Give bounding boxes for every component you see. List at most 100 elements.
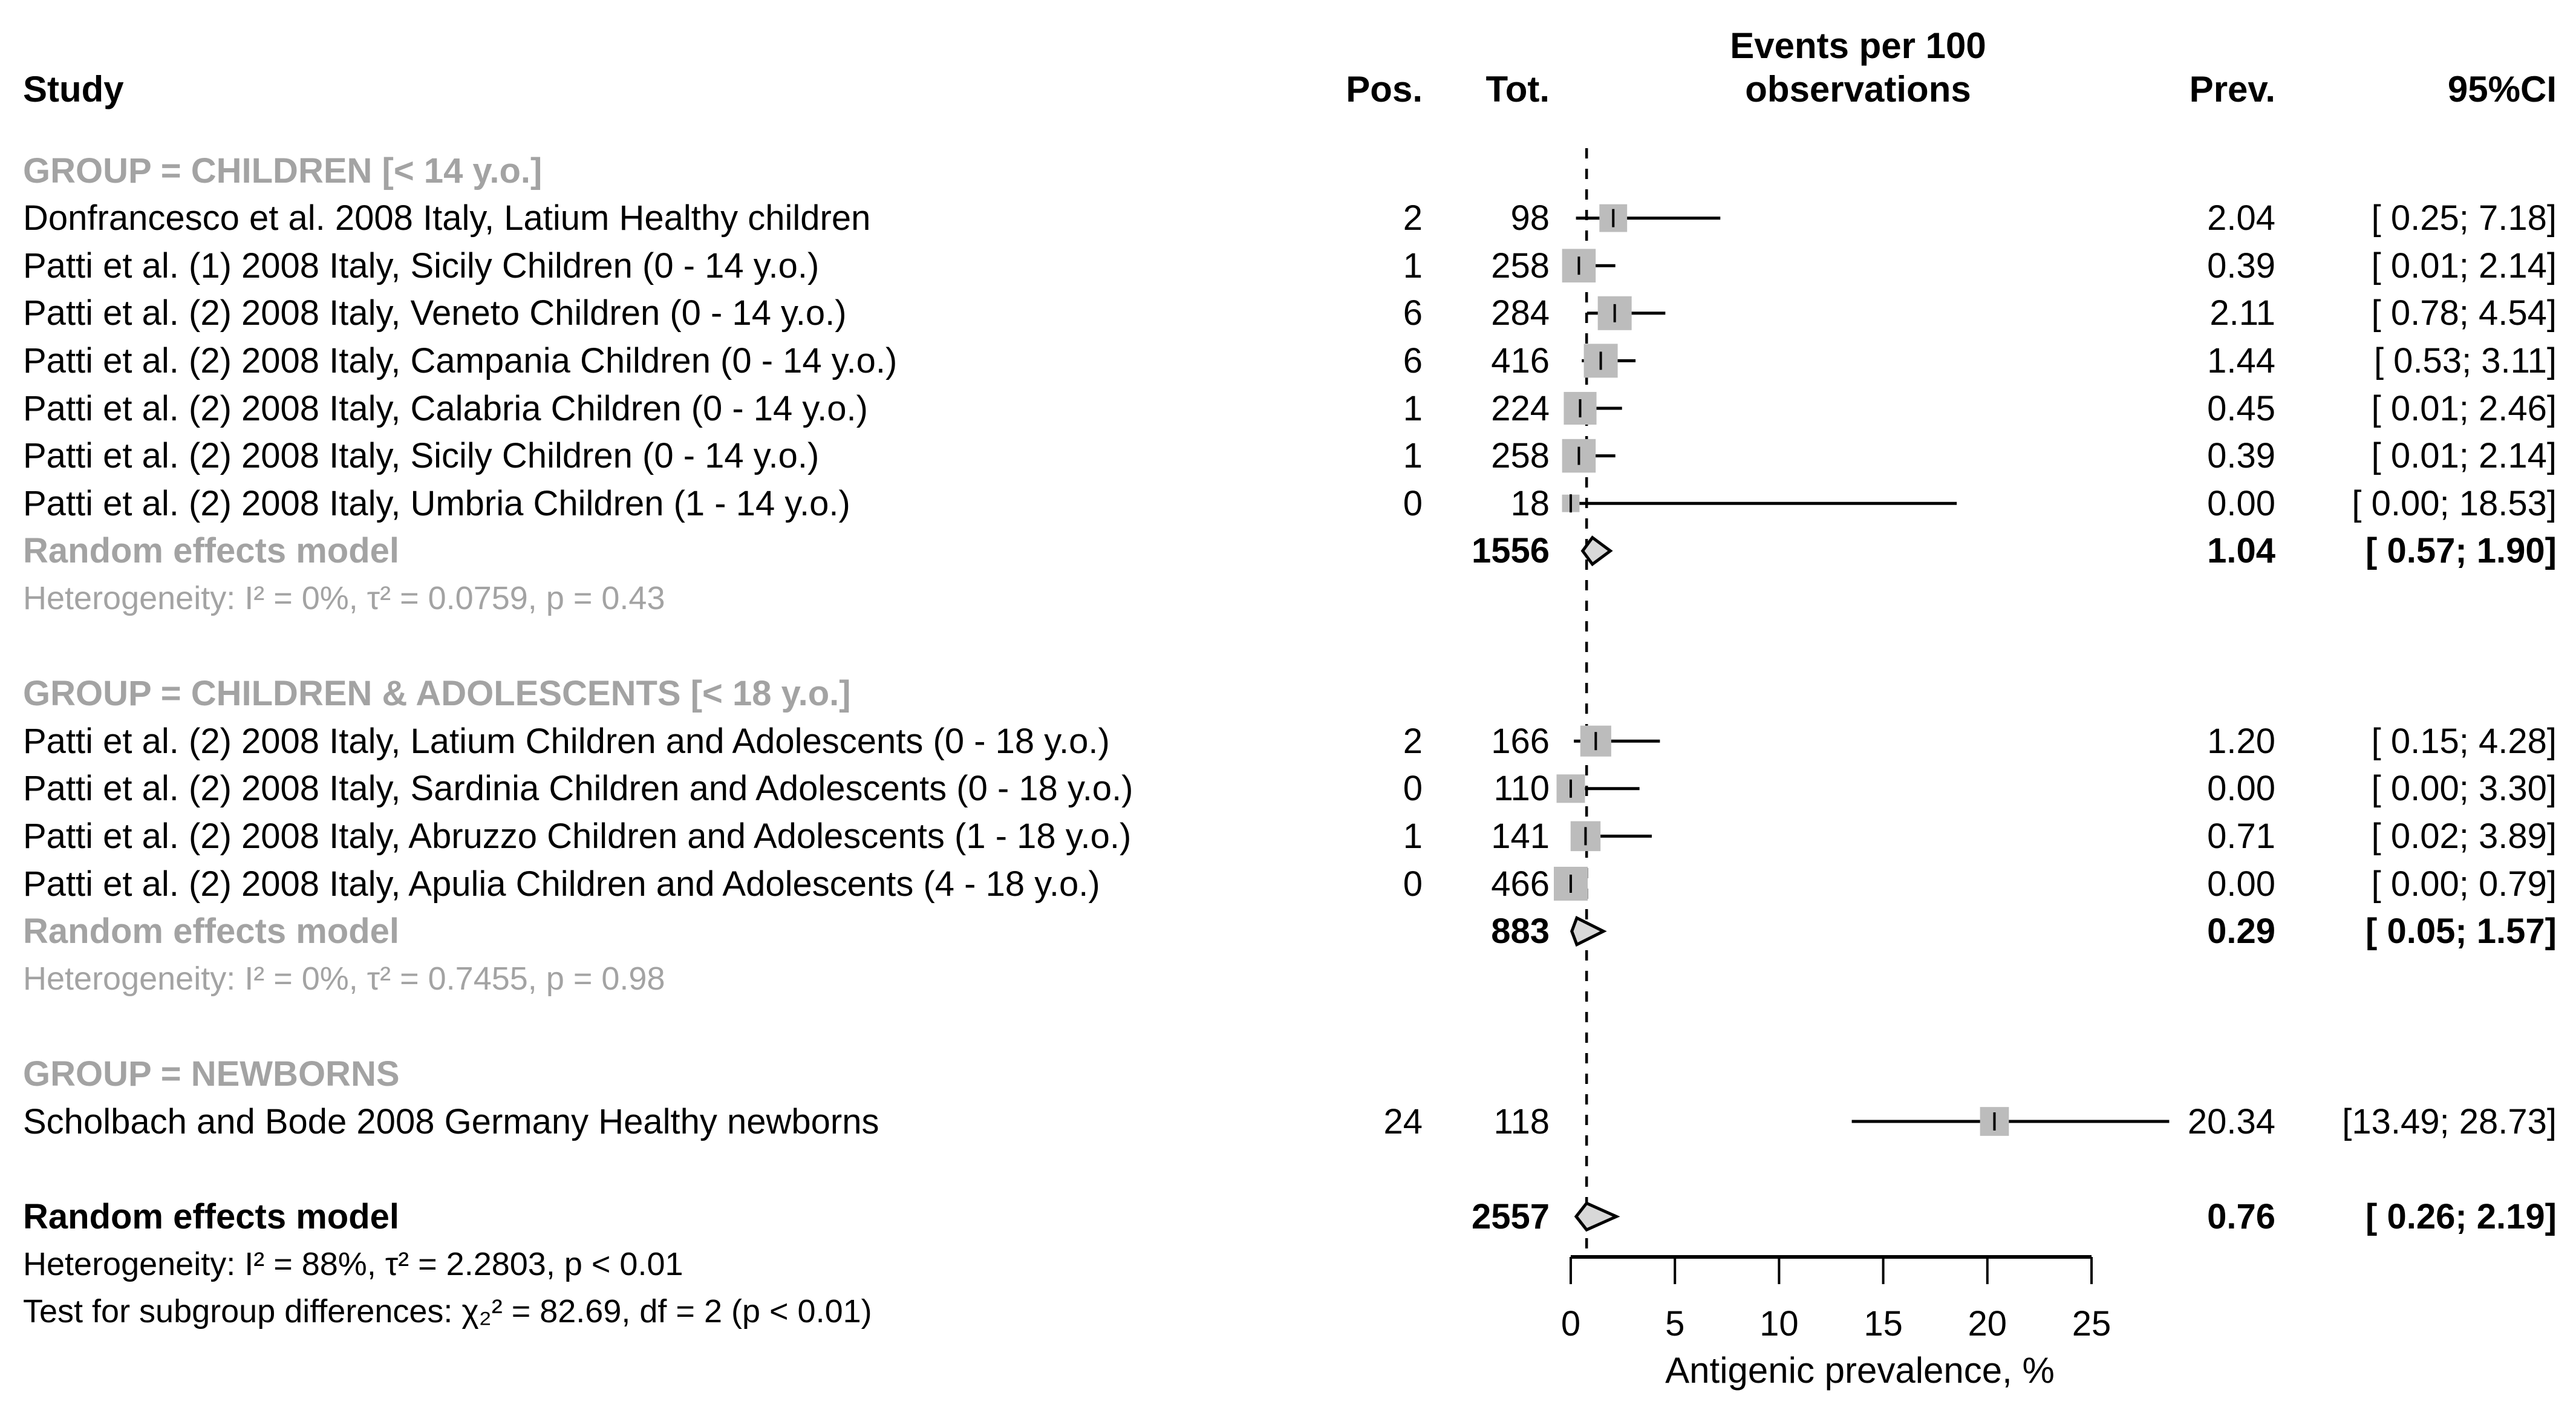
axis-tick-label: 10 [1759, 1304, 1799, 1343]
study-name: Patti et al. (2) 2008 Italy, Apulia Chil… [23, 864, 1100, 904]
study-name: Donfrancesco et al. 2008 Italy, Latium H… [23, 198, 871, 238]
heterogeneity-text: Heterogeneity: I² = 88%, τ² = 2.2803, p … [23, 1245, 683, 1282]
ci-value: [ 0.01; 2.14] [2371, 436, 2557, 476]
study-name: Patti et al. (2) 2008 Italy, Calabria Ch… [23, 388, 868, 428]
summary-ci: [ 0.05; 1.57] [2366, 912, 2557, 951]
pos-value: 0 [1403, 864, 1423, 904]
summary-ci: [ 0.26; 2.19] [2366, 1196, 2557, 1236]
prev-value: 0.39 [2207, 436, 2275, 476]
study-name: Patti et al. (2) 2008 Italy, Campania Ch… [23, 341, 898, 380]
summary-label: Random effects model [23, 912, 399, 951]
pos-value: 1 [1403, 816, 1423, 856]
estimate-square [1562, 439, 1596, 473]
study-name: Patti et al. (2) 2008 Italy, Latium Chil… [23, 721, 1110, 761]
prev-value: 20.34 [2187, 1101, 2275, 1141]
pos-value: 1 [1403, 246, 1423, 285]
group-label: GROUP = CHILDREN & ADOLESCENTS [< 18 y.o… [23, 674, 851, 714]
tot-value: 166 [1491, 721, 1550, 761]
ci-value: [ 0.15; 4.28] [2371, 721, 2557, 761]
summary-tot: 883 [1491, 912, 1550, 951]
prev-value: 0.00 [2207, 769, 2275, 809]
ci-value: [ 0.78; 4.54] [2371, 293, 2557, 333]
column-header-study: Study [23, 68, 124, 109]
summary-label: Random effects model [23, 1196, 399, 1236]
ci-value: [13.49; 28.73] [2342, 1101, 2557, 1141]
tot-value: 18 [1510, 483, 1550, 523]
pos-value: 1 [1403, 388, 1423, 428]
prev-value: 0.00 [2207, 483, 2275, 523]
pos-value: 2 [1403, 721, 1423, 761]
pos-value: 6 [1403, 341, 1423, 380]
summary-prev: 0.29 [2207, 912, 2275, 951]
prev-value: 0.39 [2207, 246, 2275, 285]
ci-value: [ 0.00; 3.30] [2371, 769, 2557, 809]
axis-tick-label: 20 [1968, 1304, 2007, 1343]
estimate-square [1570, 821, 1601, 852]
study-name: Patti et al. (2) 2008 Italy, Veneto Chil… [23, 293, 847, 333]
study-name: Patti et al. (2) 2008 Italy, Sicily Chil… [23, 436, 820, 476]
study-name: Patti et al. (1) 2008 Italy, Sicily Chil… [23, 246, 820, 285]
estimate-square [1556, 774, 1585, 803]
study-name: Patti et al. (2) 2008 Italy, Umbria Chil… [23, 483, 850, 523]
tot-value: 141 [1491, 816, 1550, 856]
summary-prev: 1.04 [2207, 531, 2275, 571]
estimate-square [1597, 296, 1632, 330]
pos-value: 6 [1403, 293, 1423, 333]
study-name: Scholbach and Bode 2008 Germany Healthy … [23, 1101, 879, 1141]
column-header-pos: Pos. [1346, 68, 1423, 109]
summary-diamond [1570, 916, 1607, 947]
study-name: Patti et al. (2) 2008 Italy, Abruzzo Chi… [23, 816, 1132, 856]
ci-value: [ 0.01; 2.14] [2371, 246, 2557, 285]
summary-prev: 0.76 [2207, 1196, 2275, 1236]
column-header-ci: 95%CI [2447, 68, 2557, 109]
tot-value: 258 [1491, 436, 1550, 476]
summary-tot: 1556 [1471, 531, 1550, 571]
prev-value: 0.00 [2207, 864, 2275, 904]
summary-diamond [1574, 1201, 1620, 1232]
estimate-square [1554, 867, 1588, 901]
axis-tick-label: 0 [1561, 1304, 1580, 1343]
heterogeneity-text: Heterogeneity: I² = 0%, τ² = 0.0759, p =… [23, 580, 665, 617]
summary-ci: [ 0.57; 1.90] [2366, 531, 2557, 571]
pos-value: 1 [1403, 436, 1423, 476]
ci-value: [ 0.00; 0.79] [2371, 864, 2557, 904]
axis-tick-label: 25 [2072, 1304, 2111, 1343]
tot-value: 258 [1491, 246, 1550, 285]
column-header-tot: Tot. [1485, 68, 1550, 109]
estimate-square [1562, 249, 1596, 282]
group-label: GROUP = CHILDREN [< 14 y.o.] [23, 151, 543, 191]
ci-value: [ 0.01; 2.46] [2371, 388, 2557, 428]
axis-tick-label: 15 [1864, 1304, 1903, 1343]
heterogeneity-text: Test for subgroup differences: χ₂² = 82.… [23, 1293, 872, 1330]
column-header-events-line1: Events per 100 [1730, 25, 1986, 66]
pos-value: 24 [1383, 1101, 1423, 1141]
column-header-prev: Prev. [2189, 68, 2275, 109]
group-label: GROUP = NEWBORNS [23, 1054, 400, 1094]
ci-value: [ 0.25; 7.18] [2371, 198, 2557, 238]
prev-value: 0.45 [2207, 388, 2275, 428]
tot-value: 118 [1493, 1101, 1550, 1141]
tot-value: 284 [1491, 293, 1550, 333]
heterogeneity-text: Heterogeneity: I² = 0%, τ² = 0.7455, p =… [23, 961, 665, 997]
column-header-events-line2: observations [1745, 68, 1971, 109]
ci-value: [ 0.00; 18.53] [2352, 483, 2557, 523]
axis-tick-label: 5 [1665, 1304, 1684, 1343]
tot-value: 416 [1491, 341, 1550, 380]
prev-value: 2.11 [2209, 293, 2275, 333]
estimate-square [1583, 344, 1618, 378]
prev-value: 1.20 [2207, 721, 2275, 761]
tot-value: 98 [1510, 198, 1550, 238]
estimate-square [1564, 391, 1597, 425]
summary-diamond [1580, 535, 1613, 567]
tot-value: 466 [1491, 864, 1550, 904]
estimate-square [1562, 494, 1580, 512]
prev-value: 0.71 [2207, 816, 2275, 856]
ci-value: [ 0.53; 3.11] [2373, 341, 2557, 380]
pos-value: 2 [1403, 198, 1423, 238]
x-axis-label: Antigenic prevalence, % [1665, 1349, 2055, 1391]
prev-value: 2.04 [2207, 198, 2275, 238]
summary-tot: 2557 [1471, 1196, 1550, 1236]
tot-value: 110 [1493, 769, 1550, 809]
estimate-square [1599, 204, 1628, 232]
